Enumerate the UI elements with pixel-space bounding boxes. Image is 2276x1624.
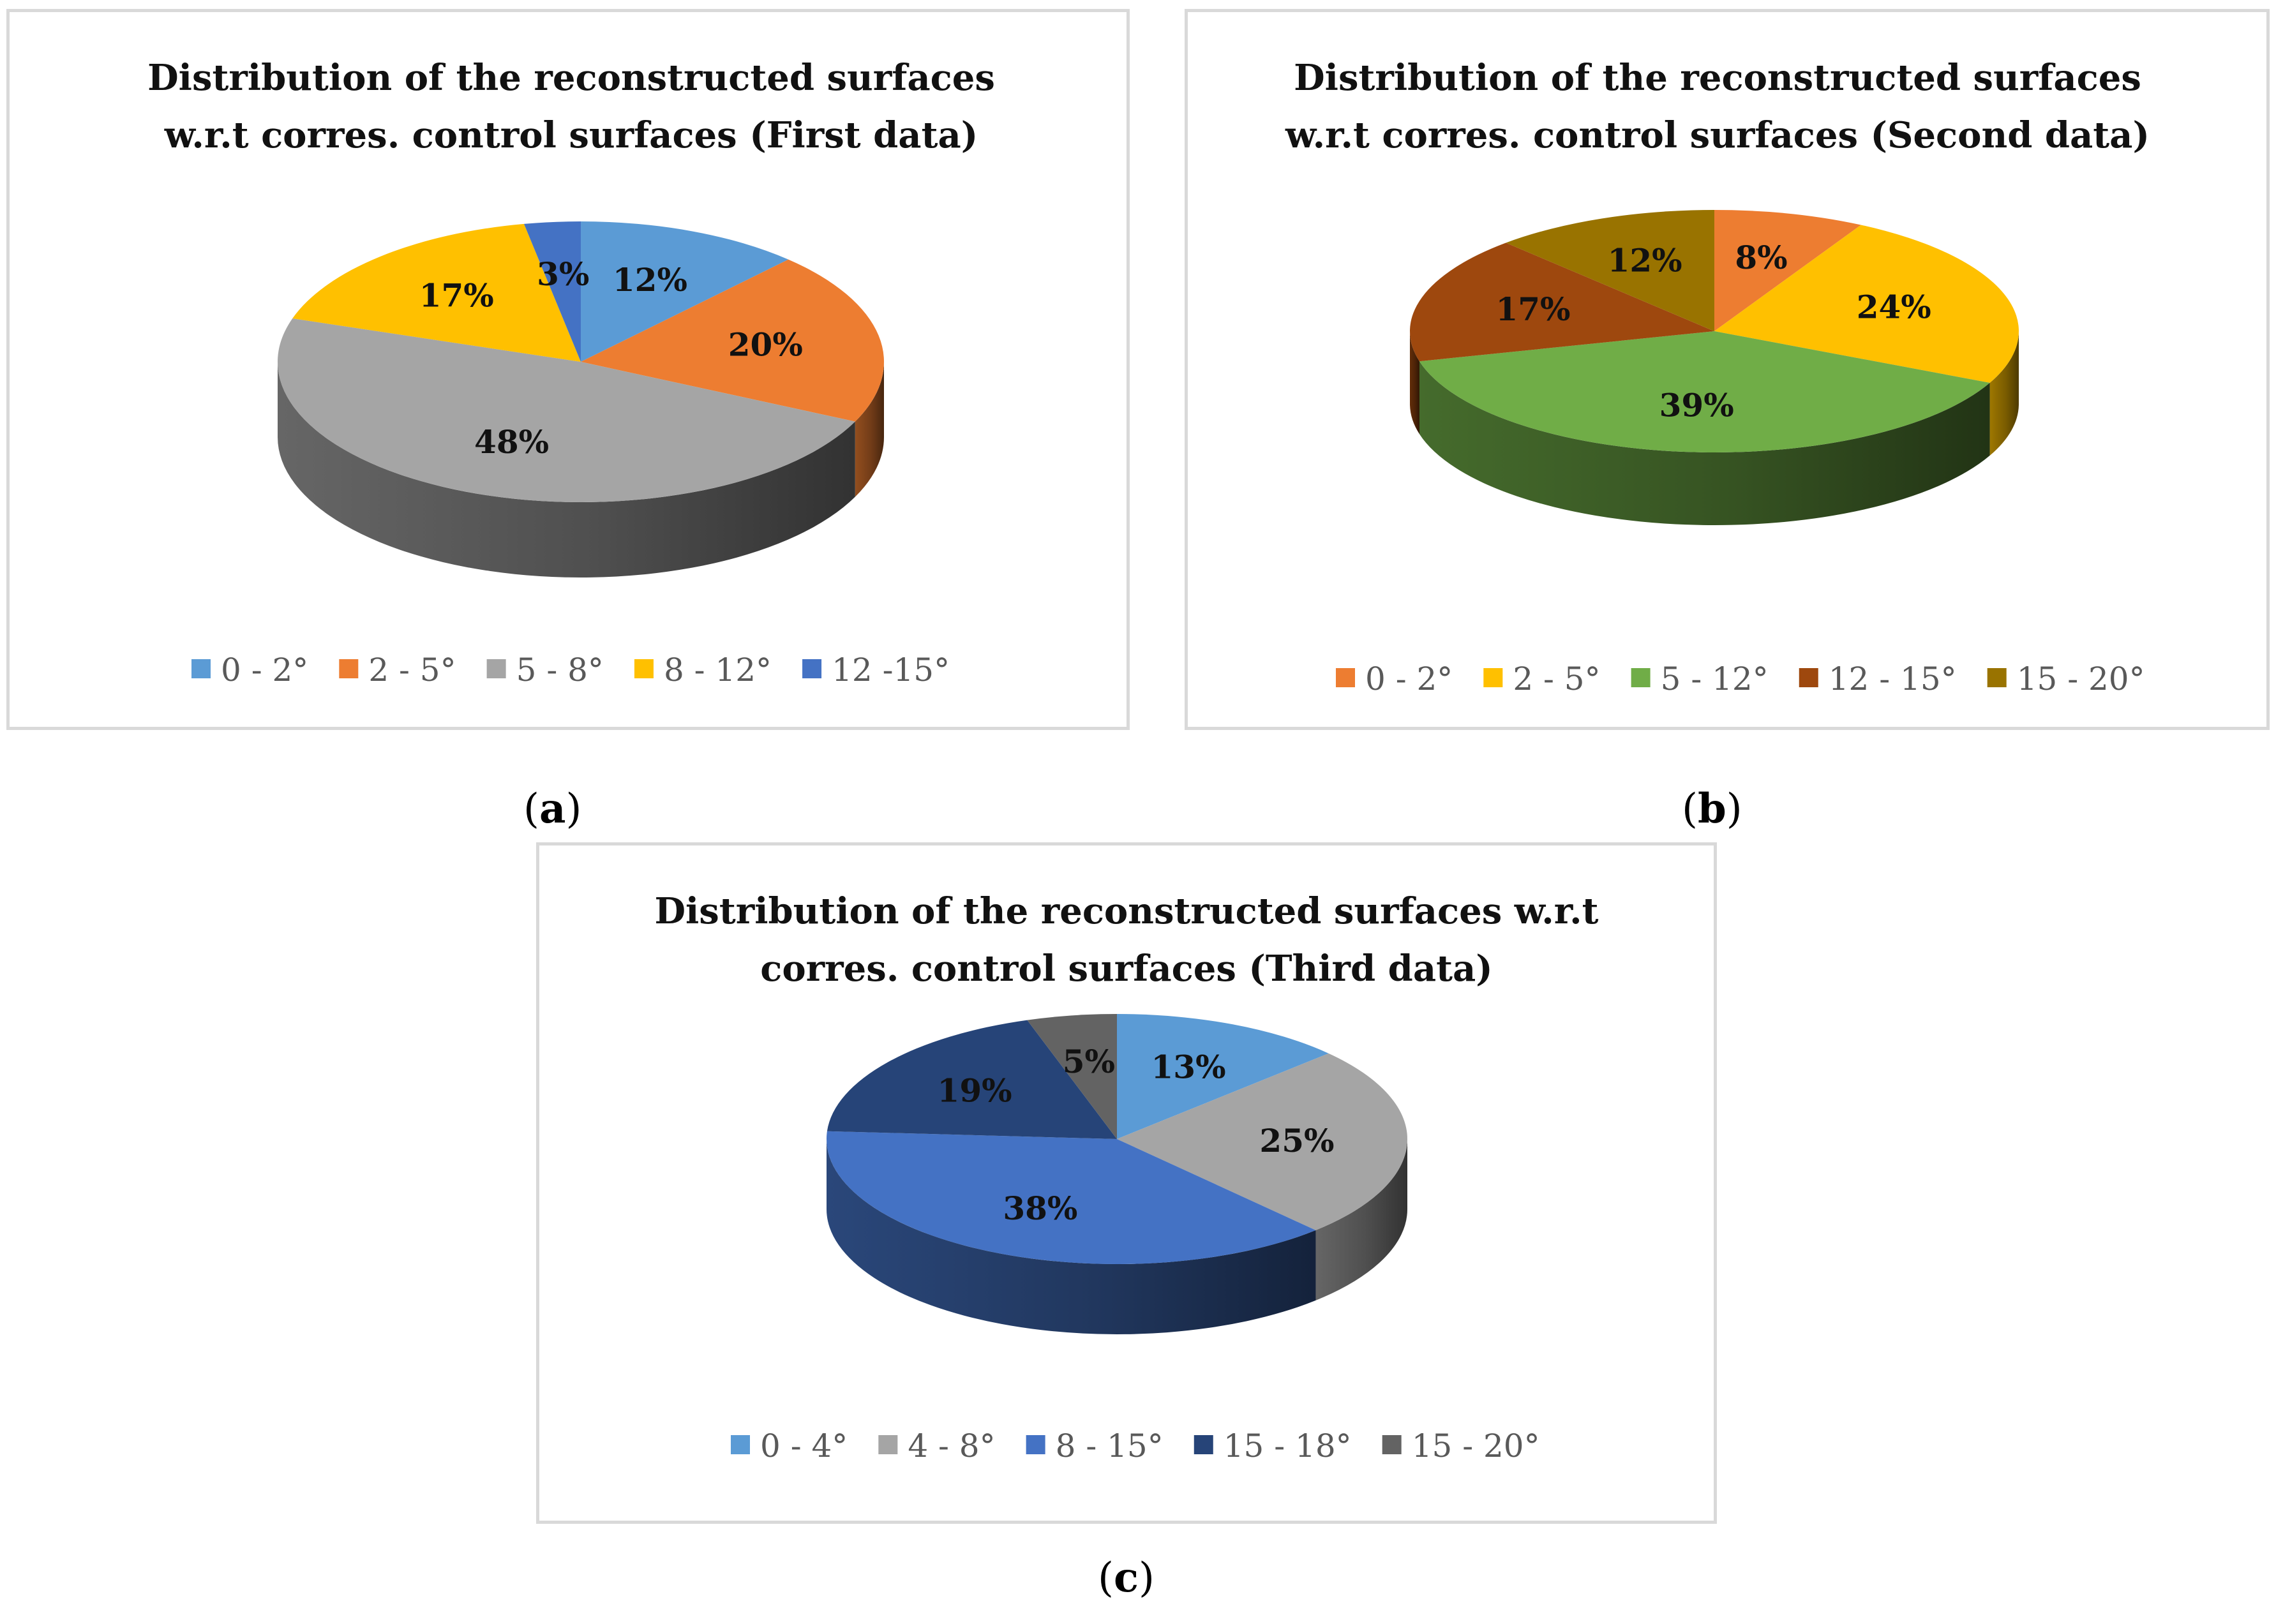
data-label-1: 8% [1735,239,1787,276]
legend-swatch-4 [634,659,654,678]
data-label-1: 13% [1151,1048,1225,1085]
chart-title-line-2: corres. control surfaces (Third data) [760,948,1493,990]
pie-slice-3 [278,318,855,502]
data-label-2: 25% [1259,1122,1334,1159]
data-label-4: 17% [419,277,494,315]
legend-swatch-1 [1336,668,1355,687]
pie-slice-4 [1410,242,1714,362]
legend-label-3: 8 - 15° [1056,1427,1164,1464]
pie-top [827,1014,1407,1264]
legend-swatch-5 [1987,668,2007,687]
legend-label-5: 15 - 20° [2017,660,2145,697]
legend-label-5: 12 -15° [832,652,950,689]
legend-label-1: 0 - 4° [760,1427,848,1464]
data-label-5: 5% [1063,1043,1115,1080]
data-label-5: 3% [537,255,589,293]
data-label-3: 48% [474,423,549,461]
legend-label-2: 2 - 5° [368,652,456,689]
pie-slice-1 [1117,1014,1329,1139]
pie-side-2 [1315,1139,1407,1300]
legend-swatch-4 [1799,668,1818,687]
legend-label-5: 15 - 20° [1412,1427,1540,1464]
data-label-2: 24% [1857,288,1931,326]
legend-swatch-3 [1026,1435,1045,1454]
chart-title-line-1: Distribution of the reconstructed surfac… [147,57,995,99]
data-label-4: 19% [938,1072,1012,1110]
panel-label-b: (b) [1682,785,1742,833]
chart-panel-c: Distribution of the reconstructed surfac… [536,842,1717,1524]
pie-slice-5 [1506,210,1714,331]
legend-label-4: 12 - 15° [1829,660,1957,697]
chart-title-line-2: w.r.t corres. control surfaces (First da… [164,114,978,156]
legend-swatch-2 [878,1435,898,1454]
pie-side-4 [1410,331,1419,435]
pie-sides [1410,331,2019,526]
pie-side-3 [1419,361,1990,526]
pie-side-3 [827,1139,1316,1334]
pie-chart-a: Distribution of the reconstructed surfac… [147,57,995,689]
legend-swatch-2 [339,659,359,678]
pie-side-3 [278,362,855,578]
pie-slice-3 [1419,331,1990,453]
data-label-5: 12% [1608,241,1682,279]
chart-panel-b: Distribution of the reconstructed surfac… [1185,9,2270,730]
pie-slice-4 [292,223,581,362]
data-label-3: 38% [1003,1189,1077,1227]
legend-swatch-1 [191,659,211,678]
pie-sides [278,362,884,578]
legend-label-2: 4 - 8° [908,1427,995,1464]
legend-label-4: 15 - 18° [1224,1427,1352,1464]
legend-label-3: 5 - 8° [516,652,604,689]
pie-top [278,221,884,502]
panel-label-a: (a) [523,785,582,833]
panel-label-c: (c) [1098,1554,1155,1602]
pie-slice-5 [1027,1014,1117,1139]
pie-side-2 [1989,331,2019,456]
legend: 0 - 4° 4 - 8° 8 - 15° 15 - 18° 15 - 20° [731,1427,1540,1464]
pie-slice-2 [1117,1053,1407,1230]
legend-swatch-1 [731,1435,750,1454]
legend-label-2: 2 - 5° [1513,660,1600,697]
legend: 0 - 2° 2 - 5° 5 - 8° 8 - 12° 12 -15° [191,652,950,689]
legend-swatch-3 [486,659,506,678]
legend-label-1: 0 - 2° [221,652,308,689]
legend-swatch-4 [1194,1435,1213,1454]
data-label-3: 39% [1659,386,1734,424]
chart-title-line-1: Distribution of the reconstructed surfac… [654,890,1598,932]
chart-title-line-1: Distribution of the reconstructed surfac… [1294,57,2141,99]
pie-top [1410,210,2019,453]
pie-slice-1 [581,221,789,362]
legend-swatch-5 [802,659,822,678]
pie-slice-5 [523,221,581,362]
pie-side-2 [855,362,884,497]
pie-slice-3 [827,1131,1316,1264]
legend-swatch-3 [1631,668,1651,687]
chart-title-line-2: w.r.t corres. control surfaces (Second d… [1285,114,2150,156]
pie-chart-b: Distribution of the reconstructed surfac… [1285,57,2150,697]
data-label-2: 20% [728,325,803,363]
legend-swatch-5 [1382,1435,1402,1454]
legend-label-4: 8 - 12° [664,652,772,689]
pie-slice-2 [581,259,884,422]
data-label-1: 12% [613,261,687,299]
legend-swatch-2 [1483,668,1503,687]
legend: 0 - 2° 2 - 5° 5 - 12° 12 - 15° 15 - 20° [1336,660,2145,697]
legend-label-1: 0 - 2° [1365,660,1453,697]
legend-label-3: 5 - 12° [1661,660,1769,697]
pie-sides [827,1139,1407,1334]
data-label-4: 17% [1495,290,1570,328]
chart-panel-a: Distribution of the reconstructed surfac… [6,9,1130,730]
pie-slice-1 [1714,210,1861,331]
pie-slice-4 [827,1020,1117,1139]
pie-chart-c: Distribution of the reconstructed surfac… [654,890,1598,1464]
pie-slice-2 [1714,225,2019,383]
